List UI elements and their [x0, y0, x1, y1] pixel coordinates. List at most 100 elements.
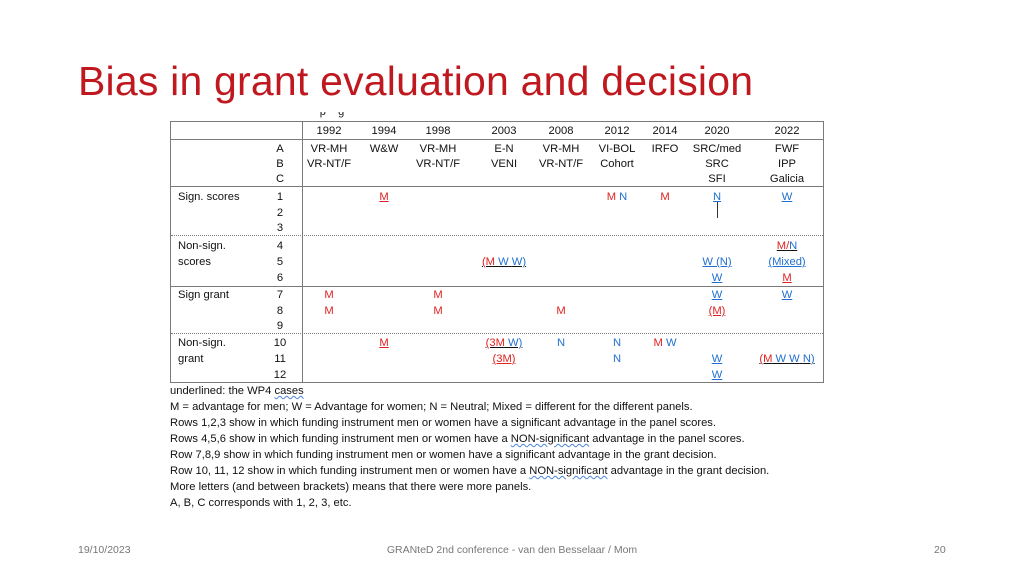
instrument-cell: Cohort: [600, 158, 634, 170]
row-number: 6: [276, 272, 284, 284]
year-header: 2003: [491, 125, 517, 137]
instrument-cell: VR-NT/F: [415, 158, 461, 170]
instrument-divider: [171, 186, 823, 187]
result-cell: W: [711, 272, 723, 284]
note-line: Row 7,8,9 show in which funding instrume…: [170, 449, 717, 461]
note-line: A, B, C corresponds with 1, 2, 3, etc.: [170, 497, 352, 509]
year-header: 1992: [316, 125, 342, 137]
result-cell: N: [612, 337, 622, 349]
instrument-cell: Galicia: [769, 173, 805, 185]
women-mark: W: [775, 353, 787, 365]
women-mark: W: [498, 256, 509, 268]
row-number: 10: [273, 337, 287, 349]
footer-center: GRANteD 2nd conference - van den Bessela…: [386, 544, 638, 556]
clipped-text: p g: [280, 112, 345, 118]
year-header: 1998: [425, 125, 451, 137]
note-line: More letters (and between brackets) mean…: [170, 481, 532, 493]
result-cell: W (N): [702, 256, 732, 268]
result-cell: M: [324, 289, 334, 301]
result-cell: (M W W N): [759, 352, 814, 366]
result-cell: W: [781, 191, 793, 203]
row-number: 5: [276, 256, 284, 268]
instrument-cell: SFI: [708, 173, 726, 185]
result-cell: M: [324, 305, 334, 317]
group-divider: [171, 286, 823, 287]
row-number: 4: [276, 240, 284, 252]
neutral-mark: N: [619, 191, 628, 203]
note-line: Rows 4,5,6 show in which funding instrum…: [170, 431, 769, 447]
result-cell: (M W W): [482, 255, 526, 269]
column-divider: [302, 122, 303, 382]
year-header: 2008: [548, 125, 574, 137]
result-cell: M: [379, 191, 389, 203]
result-cell: W: [711, 369, 723, 381]
header-divider: [171, 139, 823, 140]
row-number: 9: [276, 320, 284, 332]
group-label: Non-sign.: [178, 240, 226, 252]
women-mark: W: [665, 337, 677, 349]
result-cell: N: [556, 337, 566, 349]
group-label: Sign. scores: [178, 191, 240, 203]
note-text: advantage in the panel scores.: [589, 433, 745, 445]
separator: /: [786, 240, 790, 252]
note-text: Row 10, 11, 12 show in which funding ins…: [170, 465, 530, 477]
result-cell: M: [556, 305, 566, 317]
instrument-cell: FWF: [774, 143, 800, 155]
result-cell: M: [660, 191, 670, 203]
row-letter: C: [275, 173, 285, 185]
instrument-cell: VR-NT/F: [306, 158, 352, 170]
men-mark: M: [776, 240, 787, 252]
note-text: NON-significant: [510, 433, 590, 445]
row-number: 12: [273, 369, 287, 381]
men-mark: (3M: [485, 337, 505, 349]
vertical-bar-mark: [717, 202, 718, 218]
note-line: Rows 1,2,3 show in which funding instrum…: [170, 417, 717, 429]
result-cell: M: [433, 305, 443, 317]
note-text: advantage in the grant decision.: [607, 465, 770, 477]
footer-date: 19/10/2023: [78, 544, 131, 556]
result-cell: (Mixed): [768, 256, 806, 268]
row-letter: B: [276, 158, 284, 170]
notes-block: underlined: the WP4 cases M = advantage …: [170, 383, 769, 511]
group-divider: [171, 333, 823, 334]
group-label: Sign grant: [178, 289, 229, 301]
note-line: underlined: the WP4 cases: [170, 383, 769, 399]
instrument-cell: VI-BOL: [598, 143, 636, 155]
row-number: 7: [276, 289, 284, 301]
result-cell: (3M W): [486, 336, 523, 350]
year-header: 2020: [704, 125, 730, 137]
result-cell: M N: [607, 190, 628, 204]
note-line: Row 10, 11, 12 show in which funding ins…: [170, 463, 769, 479]
group-label: grant: [178, 353, 204, 365]
result-cell: (3M): [492, 353, 516, 365]
group-divider: [171, 235, 823, 236]
year-header: 2022: [774, 125, 800, 137]
instrument-cell: IRFO: [651, 143, 679, 155]
note-text: underlined: the WP4: [170, 385, 275, 397]
year-header: 2014: [652, 125, 678, 137]
row-letter: A: [276, 143, 284, 155]
instrument-cell: VR-MH: [310, 143, 348, 155]
women-mark: W: [789, 353, 800, 365]
result-cell: M/N: [777, 239, 798, 253]
result-cell: M W: [654, 336, 677, 350]
instrument-cell: VR-NT/F: [538, 158, 584, 170]
row-number: 8: [276, 305, 284, 317]
note-line: M = advantage for men; W = Advantage for…: [170, 401, 693, 413]
instrument-cell: SRC/med: [692, 143, 742, 155]
result-cell: M: [379, 337, 389, 349]
row-number: 11: [274, 353, 286, 365]
men-mark: M: [606, 191, 617, 203]
instrument-cell: SRC: [705, 158, 729, 170]
neutral-mark: N: [789, 240, 798, 252]
result-cell: N: [612, 353, 622, 365]
note-text: NON-significant: [529, 465, 608, 477]
group-label: scores: [178, 256, 211, 268]
note-text: Rows 4,5,6 show in which funding instrum…: [170, 433, 511, 445]
result-cell: M: [433, 289, 443, 301]
instrument-cell: VR-MH: [542, 143, 580, 155]
row-number: 1: [276, 191, 284, 203]
result-cell: (M): [708, 305, 726, 317]
result-cell: W: [781, 289, 793, 301]
instrument-cell: E-N: [494, 143, 514, 155]
